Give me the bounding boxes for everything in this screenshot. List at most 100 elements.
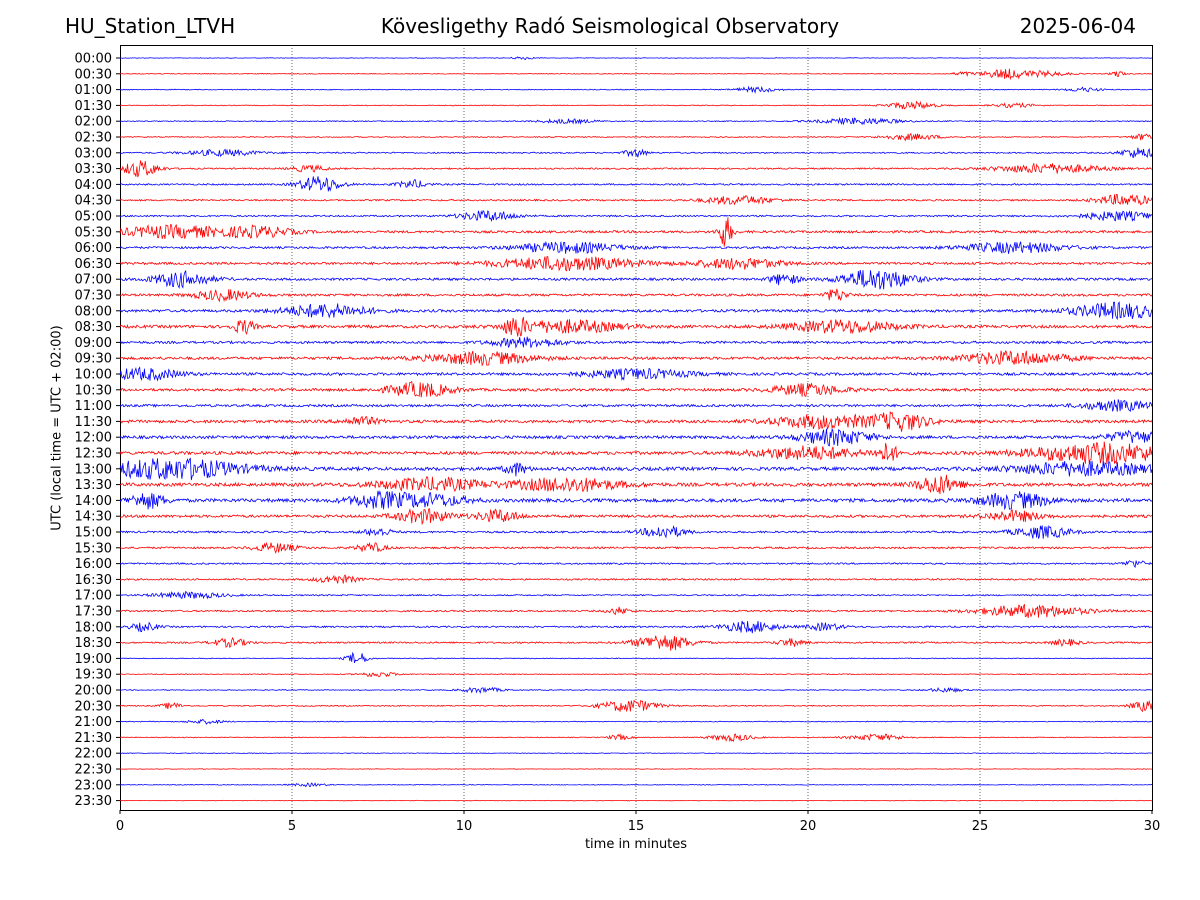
traces bbox=[119, 56, 1153, 802]
trace-0530 bbox=[119, 217, 1153, 247]
y-tick-label: 10:00 bbox=[75, 368, 112, 383]
y-tick-label: 10:30 bbox=[75, 383, 112, 398]
trace-2230 bbox=[120, 768, 1153, 770]
x-tick-label: 25 bbox=[972, 819, 989, 834]
trace-1300 bbox=[119, 457, 1153, 481]
trace-1200 bbox=[119, 427, 1153, 447]
trace-0030 bbox=[119, 68, 1153, 81]
trace-0000 bbox=[119, 56, 1153, 61]
y-tick-label: 11:30 bbox=[75, 415, 112, 430]
y-tick-label: 11:00 bbox=[75, 399, 112, 414]
trace-1600 bbox=[119, 560, 1153, 569]
trace-1830 bbox=[119, 635, 1153, 651]
y-tick-label: 12:30 bbox=[75, 447, 112, 462]
trace-0430 bbox=[119, 193, 1153, 206]
trace-2300 bbox=[119, 782, 1153, 788]
y-tick-label: 20:00 bbox=[75, 684, 112, 699]
trace-0100 bbox=[119, 85, 1152, 94]
trace-1330 bbox=[119, 474, 1153, 495]
y-tick-label: 16:30 bbox=[75, 573, 112, 588]
y-tick-label: 05:30 bbox=[75, 225, 112, 240]
trace-2000 bbox=[119, 686, 1153, 694]
y-tick-label: 18:30 bbox=[75, 636, 112, 651]
trace-1630 bbox=[119, 574, 1153, 584]
trace-0700 bbox=[119, 270, 1153, 290]
vertical-grid bbox=[291, 45, 981, 810]
trace-1900 bbox=[119, 651, 1153, 664]
trace-1230 bbox=[119, 441, 1153, 465]
plot-frame bbox=[120, 45, 1153, 811]
y-tick-label: 22:00 bbox=[75, 747, 112, 762]
trace-1130 bbox=[119, 410, 1153, 432]
y-tick-label: 17:00 bbox=[75, 589, 112, 604]
y-tick-label: 19:30 bbox=[75, 668, 112, 683]
trace-0300 bbox=[119, 147, 1153, 159]
x-axis-label: time in minutes bbox=[584, 837, 688, 852]
y-tick-label: 17:30 bbox=[75, 605, 112, 620]
trace-1000 bbox=[119, 366, 1153, 382]
trace-2330 bbox=[120, 799, 1153, 802]
y-tick-label: 09:00 bbox=[75, 336, 112, 351]
trace-1500 bbox=[119, 524, 1153, 539]
chart-title: Kövesligethy Radó Seismological Observat… bbox=[380, 14, 840, 38]
x-axis-ticks: 0 5 10 15 20 25 30 bbox=[116, 810, 1160, 834]
trace-1730 bbox=[119, 604, 1153, 619]
trace-1430 bbox=[119, 508, 1153, 526]
trace-0830 bbox=[119, 317, 1153, 337]
x-tick-label: 15 bbox=[628, 819, 645, 834]
x-tick-label: 5 bbox=[288, 819, 296, 834]
x-tick-label: 10 bbox=[456, 819, 473, 834]
y-tick-label: 03:30 bbox=[75, 162, 112, 177]
trace-1030 bbox=[119, 380, 1153, 398]
trace-0730 bbox=[119, 288, 1153, 303]
y-tick-label: 16:00 bbox=[75, 557, 112, 572]
y-tick-label: 04:00 bbox=[75, 178, 112, 193]
trace-0200 bbox=[119, 116, 1152, 126]
y-tick-label: 13:30 bbox=[75, 478, 112, 493]
trace-0130 bbox=[119, 100, 1153, 110]
trace-1400 bbox=[119, 490, 1153, 511]
y-tick-label: 08:00 bbox=[75, 304, 112, 319]
x-tick-label: 0 bbox=[116, 819, 124, 834]
y-tick-label: 14:00 bbox=[75, 494, 112, 509]
y-tick-label: 08:30 bbox=[75, 320, 112, 335]
trace-0400 bbox=[119, 176, 1153, 192]
y-tick-label: 02:00 bbox=[75, 115, 112, 130]
y-tick-label: 09:30 bbox=[75, 352, 112, 367]
trace-1100 bbox=[119, 399, 1153, 412]
y-tick-label: 01:30 bbox=[75, 99, 112, 114]
trace-0930 bbox=[119, 350, 1153, 367]
trace-2200 bbox=[119, 752, 1153, 754]
y-tick-label: 15:30 bbox=[75, 541, 112, 556]
y-tick-label: 23:30 bbox=[75, 794, 112, 809]
y-tick-label: 00:30 bbox=[75, 67, 112, 82]
y-tick-label: 21:30 bbox=[75, 731, 112, 746]
trace-2030 bbox=[119, 699, 1153, 713]
y-axis-ticks: 00:0000:3001:0001:3002:0002:3003:0003:30… bbox=[75, 52, 120, 809]
y-tick-label: 07:30 bbox=[75, 289, 112, 304]
trace-1930 bbox=[119, 672, 1153, 678]
y-tick-label: 22:30 bbox=[75, 763, 112, 778]
y-tick-label: 12:00 bbox=[75, 431, 112, 446]
y-tick-label: 20:30 bbox=[75, 699, 112, 714]
y-axis-label: UTC (local time = UTC + 02:00) bbox=[49, 325, 65, 531]
trace-0900 bbox=[119, 336, 1153, 349]
y-tick-label: 00:00 bbox=[75, 52, 112, 67]
y-tick-label: 19:00 bbox=[75, 652, 112, 667]
trace-2100 bbox=[119, 718, 1153, 725]
y-tick-label: 13:00 bbox=[75, 462, 112, 477]
y-tick-label: 21:00 bbox=[75, 715, 112, 730]
x-tick-label: 30 bbox=[1144, 819, 1161, 834]
y-tick-label: 03:00 bbox=[75, 146, 112, 161]
trace-2130 bbox=[119, 733, 1152, 742]
trace-0230 bbox=[119, 132, 1153, 142]
y-tick-label: 15:00 bbox=[75, 526, 112, 541]
y-tick-label: 07:00 bbox=[75, 273, 112, 288]
trace-0630 bbox=[119, 256, 1153, 272]
trace-0800 bbox=[119, 301, 1153, 321]
trace-0500 bbox=[119, 209, 1153, 223]
y-tick-label: 06:00 bbox=[75, 241, 112, 256]
trace-1700 bbox=[119, 590, 1153, 600]
x-tick-label: 20 bbox=[800, 819, 817, 834]
